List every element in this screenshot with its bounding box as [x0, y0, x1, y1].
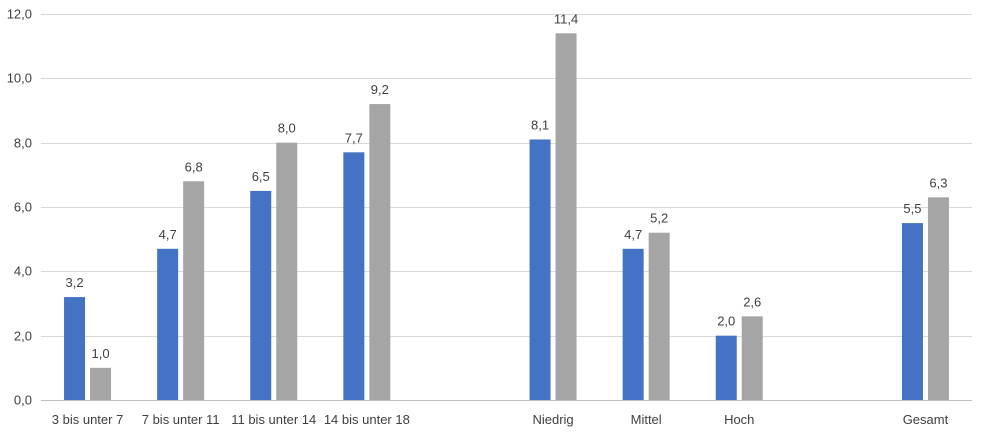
- y-tick-label: 2,0: [14, 329, 32, 344]
- grid-lines: [41, 14, 972, 401]
- data-label: 6,5: [252, 169, 270, 184]
- y-tick-label: 0,0: [14, 393, 32, 408]
- data-label: 8,0: [278, 121, 296, 136]
- bar: [157, 248, 179, 400]
- data-label: 4,7: [159, 227, 177, 242]
- data-label: 9,2: [371, 82, 389, 97]
- data-label: 4,7: [624, 227, 642, 242]
- data-labels: 3,2 4,7 6,5 7,7 8,1 4,7 2,0 5,5 1,0 6,8 8,0 9,2 11,4…: [66, 11, 948, 361]
- data-label: 5,2: [650, 211, 668, 226]
- y-axis-ticks: 0,0 2,0 4,0 6,0 8,0 10,0 12,0: [7, 7, 32, 408]
- bar: [927, 197, 949, 400]
- bar: [90, 367, 112, 400]
- y-tick-label: 12,0: [7, 7, 32, 22]
- data-label: 2,0: [717, 314, 735, 329]
- bar: [622, 248, 644, 400]
- data-label: 1,0: [92, 346, 110, 361]
- x-tick-label: 3 bis unter 7: [52, 412, 124, 427]
- y-tick-label: 6,0: [14, 200, 32, 215]
- data-label: 7,7: [345, 130, 363, 145]
- bar: [343, 152, 365, 400]
- data-label: 6,8: [185, 159, 203, 174]
- data-label: 11,4: [554, 11, 578, 26]
- data-label: 6,3: [929, 175, 947, 190]
- bar: [183, 181, 205, 400]
- x-tick-label: 14 bis unter 18: [324, 412, 410, 427]
- bar: [741, 316, 763, 400]
- x-tick-label: 7 bis unter 11: [142, 412, 220, 427]
- x-axis-ticks: 3 bis unter 7 7 bis unter 11 11 bis unter …: [52, 412, 949, 427]
- bar: [276, 142, 298, 400]
- bars: [64, 33, 949, 401]
- x-tick-label: Niedrig: [532, 412, 573, 427]
- data-label: 3,2: [66, 275, 84, 290]
- x-tick-label: Hoch: [724, 412, 754, 427]
- bar: [648, 232, 670, 400]
- y-tick-label: 10,0: [7, 71, 32, 86]
- bar: [901, 223, 923, 400]
- bar: [529, 139, 551, 400]
- bar: [250, 190, 272, 400]
- x-tick-label: 11 bis unter 14: [231, 412, 316, 427]
- data-label: 8,1: [531, 117, 549, 132]
- bar: [715, 335, 737, 400]
- x-tick-label: Mittel: [631, 412, 662, 427]
- data-label: 5,5: [903, 201, 921, 216]
- bar: [369, 104, 391, 401]
- bar: [555, 33, 577, 401]
- x-tick-label: Gesamt: [903, 412, 949, 427]
- data-label: 2,6: [743, 294, 761, 309]
- y-tick-label: 8,0: [14, 136, 32, 151]
- bar: [64, 297, 86, 400]
- y-tick-label: 4,0: [14, 264, 32, 279]
